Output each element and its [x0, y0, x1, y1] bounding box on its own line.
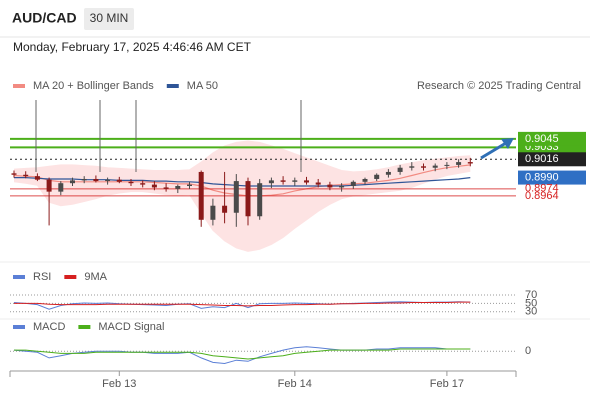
legend-label: MACD Signal	[98, 321, 164, 333]
interval-label[interactable]: 30 MIN	[90, 11, 129, 25]
legend-swatch	[64, 275, 77, 279]
candle-body	[128, 181, 134, 184]
symbol: AUD/CAD	[12, 10, 77, 26]
level-label: 0.9016	[525, 153, 559, 165]
level-label-box	[518, 131, 586, 146]
bollinger-upper	[13, 140, 471, 173]
candle-body	[58, 183, 64, 192]
legend-swatch	[166, 84, 179, 88]
candle-body	[175, 186, 181, 189]
candle-body	[362, 178, 368, 182]
datetime: Monday, February 17, 2025 4:46:46 AM CET	[13, 40, 252, 54]
x-tick-label: Feb 13	[102, 378, 136, 390]
candle-body	[245, 181, 251, 217]
moving-average	[14, 177, 471, 187]
candle-body	[116, 179, 122, 182]
legend-swatch	[13, 275, 25, 279]
level-label: 0.8990	[525, 171, 559, 183]
candle-body	[397, 167, 403, 172]
candle-body	[105, 179, 111, 182]
x-tick-label: Feb 14	[278, 378, 312, 390]
candle-body	[456, 162, 462, 165]
moving-average	[13, 164, 471, 197]
candle-body	[81, 178, 87, 181]
candle-body	[315, 182, 321, 185]
indicator-line	[13, 346, 471, 365]
candle-body	[268, 180, 274, 184]
legend-label: 9MA	[84, 271, 107, 283]
candle-body	[187, 184, 192, 187]
bollinger-lower	[13, 170, 471, 252]
credit: Research © 2025 Trading Central	[417, 80, 581, 92]
legend-label: RSI	[33, 271, 51, 283]
x-tick-label: Feb 17	[430, 378, 464, 390]
event-markers	[35, 100, 302, 172]
candle-body	[292, 180, 298, 182]
candle-body	[339, 186, 345, 188]
price-panel	[10, 137, 516, 252]
level-label: 0.9045	[525, 133, 559, 145]
candle-body	[23, 174, 29, 177]
arrow-head	[501, 138, 514, 149]
legend-swatch	[78, 325, 91, 329]
candle-body	[198, 171, 204, 220]
candle-body	[222, 205, 228, 213]
candle-body	[444, 164, 450, 166]
candle-body	[46, 179, 52, 192]
arrow-shaft	[480, 141, 507, 160]
candle-body	[210, 205, 216, 220]
candle-body	[93, 178, 99, 182]
legend-swatch	[13, 325, 25, 329]
candle-body	[409, 166, 415, 168]
indicator-line	[14, 348, 471, 360]
candle-body	[140, 183, 146, 185]
y-tick-label: 0	[525, 345, 531, 357]
y-tick-label: 30	[525, 306, 537, 318]
candle-body	[280, 180, 286, 182]
indicator-line	[14, 301, 471, 307]
candle-body	[374, 174, 380, 179]
candle-body	[163, 187, 169, 189]
y-tick-label: 70	[525, 289, 537, 301]
legend-label: MA 20 + Bollinger Bands	[33, 80, 154, 92]
level-label-box	[518, 152, 586, 167]
legend-swatch	[13, 84, 25, 88]
y-tick-label: 50	[525, 297, 537, 309]
legend-label: MA 50	[187, 80, 218, 92]
candle-body	[432, 165, 438, 168]
candle-body	[11, 173, 17, 175]
interval-button[interactable]	[84, 8, 134, 30]
legend-label: MACD	[33, 321, 65, 333]
level-label: 0.8974	[525, 183, 559, 195]
candle-body	[467, 162, 473, 164]
candle-body	[70, 180, 75, 184]
candle-body	[350, 181, 356, 187]
candle-body	[34, 176, 40, 180]
candle-body	[327, 184, 333, 188]
candle-body	[421, 166, 426, 168]
candle-body	[151, 184, 157, 188]
forecast-arrow	[480, 138, 514, 160]
level-label-box	[518, 170, 586, 185]
candle-body	[233, 181, 239, 213]
candle-body	[385, 171, 391, 175]
candle-body	[257, 183, 263, 217]
candle-body	[304, 180, 309, 183]
level-label: 0.8964	[525, 190, 559, 202]
